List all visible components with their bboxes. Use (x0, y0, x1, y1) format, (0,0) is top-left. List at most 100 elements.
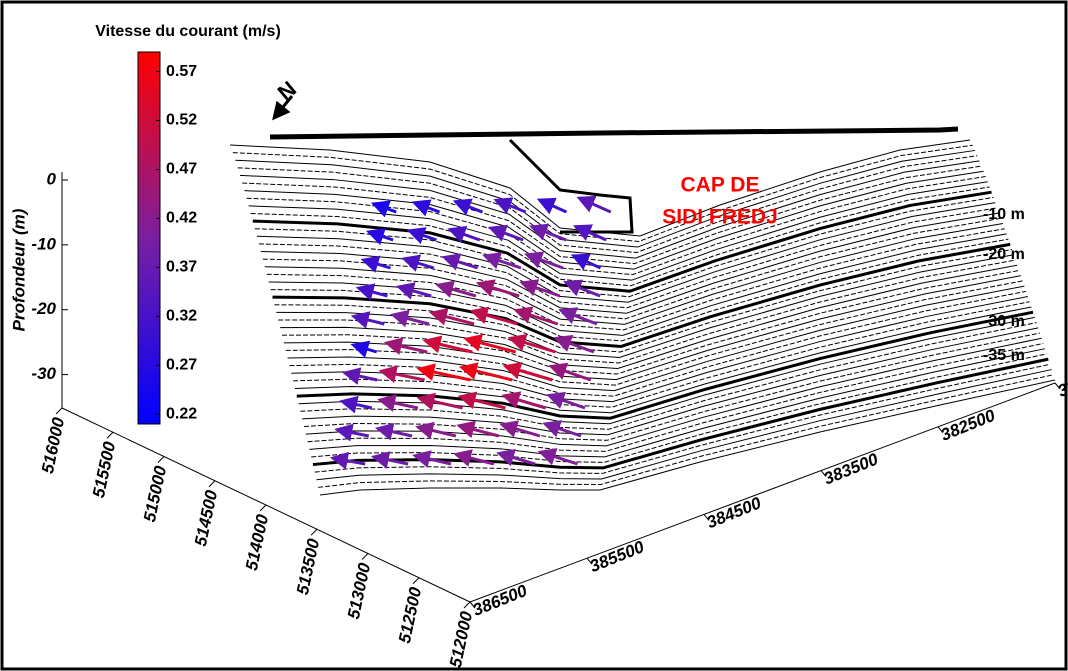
contour (268, 233, 1007, 336)
vector (341, 367, 378, 385)
vector (366, 228, 394, 246)
contour (276, 254, 1014, 358)
z-tick-label: 0 (47, 169, 57, 188)
x-tick (463, 601, 471, 609)
vector (458, 362, 513, 382)
vector (469, 306, 518, 326)
z-tick-label: -30 (31, 364, 56, 383)
contour (239, 160, 980, 259)
colorbar-tick-label: 0.27 (166, 356, 197, 373)
vector (507, 334, 556, 354)
vector (482, 252, 522, 270)
contour (294, 306, 1032, 414)
vector (452, 198, 484, 216)
vector (457, 391, 506, 410)
vector (334, 423, 370, 442)
x-tick-label: 513500 (293, 537, 323, 597)
coastline (269, 126, 959, 140)
contour (270, 238, 1009, 342)
x-tick (361, 553, 369, 560)
contour (319, 379, 1056, 496)
y-axis (469, 382, 1056, 603)
surface (229, 126, 1056, 496)
colorbar-tick-label: 0.32 (166, 308, 197, 325)
contour (287, 285, 1025, 392)
vector (447, 226, 481, 243)
contour (262, 217, 1002, 320)
vector (456, 420, 500, 439)
colorbar-tick-label: 0.42 (166, 210, 197, 227)
x-tick (106, 431, 114, 439)
contour (258, 207, 998, 309)
colorbar-tick-label: 0.47 (166, 161, 197, 178)
colorbar-title: Vitesse du courant (m/s) (95, 23, 281, 40)
x-tick-label: 515000 (140, 464, 170, 524)
x-tick-label: 515500 (89, 440, 119, 500)
vector (537, 448, 578, 466)
vector (463, 334, 517, 354)
vector (529, 223, 567, 242)
vector (350, 340, 378, 358)
y-tick (703, 514, 710, 521)
x-tick (259, 504, 267, 512)
contour-label: -20 m (983, 246, 1025, 263)
vector (548, 362, 592, 382)
y-tick (937, 426, 944, 434)
colorbar (137, 51, 161, 425)
vector (558, 307, 598, 326)
contour-label: -30 m (983, 313, 1025, 330)
z-tick-label: -10 (31, 234, 56, 253)
contour (285, 280, 1023, 386)
contour (274, 249, 1013, 353)
contour (250, 186, 990, 287)
x-tick (208, 480, 216, 488)
vector (395, 282, 432, 300)
contour (242, 165, 982, 265)
vector (441, 253, 479, 271)
vector (499, 420, 541, 438)
north-arrow (272, 95, 294, 121)
vector (572, 224, 607, 242)
contour (293, 301, 1030, 408)
vector (355, 283, 388, 301)
vector (370, 200, 397, 218)
colorbar-tick-label: 0.52 (166, 112, 197, 129)
contour (316, 369, 1052, 481)
vector (390, 309, 430, 328)
vector (570, 253, 602, 271)
vector (374, 422, 413, 441)
vector (496, 448, 536, 467)
contour (302, 327, 1039, 436)
x-tick (412, 577, 420, 585)
contour (280, 264, 1018, 370)
contour (272, 242, 1011, 348)
vector (377, 394, 419, 412)
contour (278, 259, 1016, 364)
y-tick-label: 386500 (470, 581, 530, 620)
vector (524, 251, 564, 270)
y-tick (1054, 382, 1061, 390)
vector (378, 365, 425, 383)
z-axis-label: Profondeur (m) (9, 208, 28, 331)
x-tick-label: 514000 (242, 512, 272, 572)
contour (318, 374, 1054, 488)
contour-label: -35 m (983, 347, 1025, 364)
colorbar-tick-label: 0.37 (166, 259, 197, 276)
vector (350, 311, 385, 329)
vector (428, 308, 475, 326)
contour (260, 212, 1000, 314)
y-tick-label: 385500 (587, 537, 647, 576)
vector (502, 361, 553, 382)
x-tick-label: 514500 (191, 488, 221, 548)
y-tick-label: 383500 (821, 449, 881, 488)
y-tick (820, 470, 827, 477)
vector (553, 334, 595, 354)
contour (311, 353, 1047, 463)
y-tick-label: 382500 (938, 406, 998, 445)
vector (513, 306, 559, 326)
vector (475, 279, 520, 298)
contour (232, 144, 973, 243)
y-tick (586, 557, 593, 565)
